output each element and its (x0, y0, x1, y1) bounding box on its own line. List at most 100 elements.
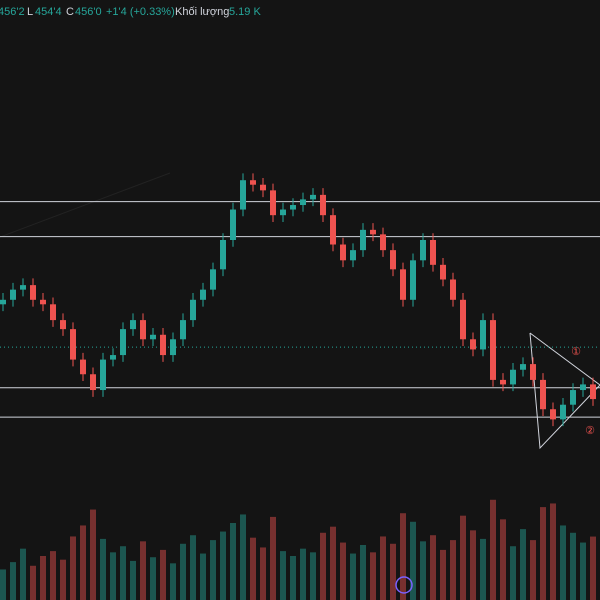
volume-bar (450, 540, 456, 600)
candle-body (190, 299, 196, 321)
candle-body (430, 240, 436, 265)
candle-body (70, 329, 76, 360)
volume-bar (570, 532, 576, 600)
candle-body (150, 334, 156, 340)
candle-body (450, 279, 456, 300)
candle-body (380, 234, 386, 251)
candle-body (20, 285, 26, 290)
candle-body (180, 320, 186, 340)
candle-body (300, 199, 306, 206)
volume-bar (50, 551, 56, 600)
volume-bar (20, 548, 26, 600)
volume-bar (150, 557, 156, 600)
volume-bar (520, 529, 526, 600)
volume-bar (310, 552, 316, 600)
candle-body (160, 334, 166, 356)
candle-body (410, 260, 416, 300)
candle-body (570, 390, 576, 405)
volume-bar (210, 540, 216, 600)
volume-bar (270, 516, 276, 600)
candle-body (50, 304, 56, 321)
volume-bar (260, 547, 266, 600)
volume-bar (180, 543, 186, 600)
candle-body (250, 180, 256, 185)
volume-bar (120, 546, 126, 600)
volume-bar (140, 541, 146, 600)
candle-body (0, 299, 6, 305)
candle-body (510, 369, 516, 385)
volume-bar (420, 541, 426, 600)
volume-bar (500, 519, 506, 600)
volume-bar (560, 525, 566, 600)
high: 456'2 (0, 6, 25, 18)
volume-bar (290, 556, 296, 600)
low: 454'4 (35, 6, 62, 18)
candle-body (340, 244, 346, 261)
volume-bar (280, 551, 286, 600)
candle-body (420, 240, 426, 261)
scroll-button[interactable] (395, 576, 413, 594)
volume-bar (440, 549, 446, 600)
volume-bar (480, 538, 486, 600)
candle-body (310, 194, 316, 200)
candle-body (220, 240, 226, 270)
volume-bar (590, 536, 596, 600)
volume-bar (470, 530, 476, 600)
volume-bar (220, 531, 226, 600)
volume-bar (200, 553, 206, 600)
candle-body (350, 250, 356, 261)
candle-body (130, 320, 136, 330)
candle-body (230, 209, 236, 240)
volume-bar (540, 507, 546, 600)
candle-body (10, 289, 16, 300)
candle-body (490, 320, 496, 380)
candle-body (260, 184, 266, 191)
candle-body (30, 285, 36, 300)
candle-body (470, 339, 476, 350)
candle-body (370, 229, 376, 235)
candle-body (560, 404, 566, 420)
candle-body (580, 384, 586, 391)
volume-bar (240, 514, 246, 600)
volume-bar (430, 535, 436, 600)
volume-bar (320, 532, 326, 600)
volume-bar (460, 515, 466, 600)
candle-body (460, 299, 466, 340)
close-label: C (66, 6, 74, 18)
volume-bar (400, 513, 406, 600)
low-label: L (27, 6, 33, 18)
volume-bar (10, 562, 16, 600)
volume-bar (250, 537, 256, 600)
volume-bar (360, 545, 366, 600)
volume-bar (60, 559, 66, 600)
candle-body (550, 409, 556, 420)
volume-bar (530, 540, 536, 600)
volume-bar (330, 526, 336, 600)
volume: 5.19 K (229, 6, 261, 18)
candle-body (530, 364, 536, 380)
trend-line (0, 172, 171, 238)
candle-body (290, 205, 296, 210)
volume-bar (580, 542, 586, 600)
candle-body (140, 320, 146, 340)
volume-bar (230, 523, 236, 600)
volume-bar (90, 509, 96, 600)
volume-bar (340, 542, 346, 600)
candle-body (390, 250, 396, 270)
candle-body (80, 359, 86, 375)
candle-body (210, 269, 216, 290)
candle-body (170, 339, 176, 356)
volume-bar (490, 499, 496, 600)
candle-body (440, 264, 446, 280)
volume-bar (160, 549, 166, 600)
annotation: ① (571, 346, 581, 358)
candle-body (110, 355, 116, 360)
candle-body (480, 320, 486, 350)
volume-bar (80, 525, 86, 600)
volume-bar (70, 536, 76, 600)
annotation: ② (585, 425, 595, 437)
volume-bar (30, 565, 36, 600)
